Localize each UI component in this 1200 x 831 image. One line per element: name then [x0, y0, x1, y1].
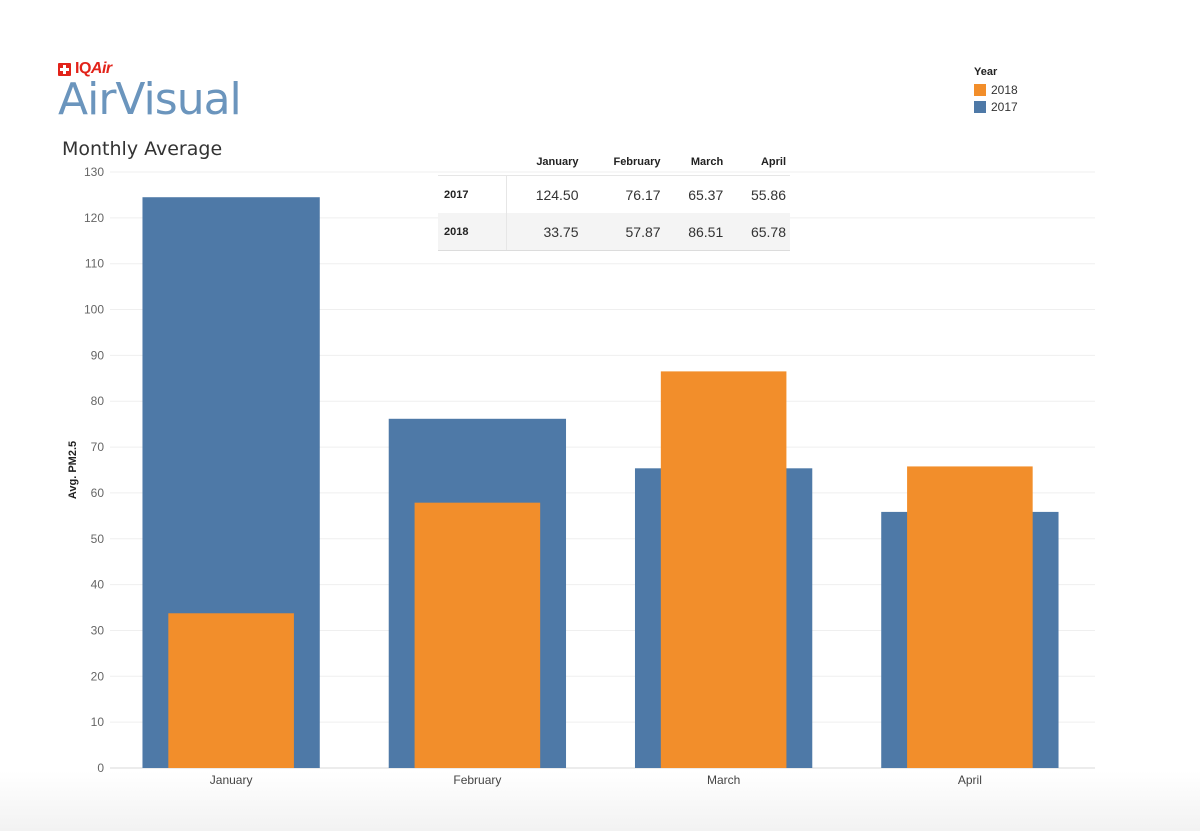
x-tick-label: February — [453, 773, 501, 787]
x-tick-label: January — [210, 773, 253, 787]
bar-2018-march — [660, 371, 787, 768]
table-cell: 65.78 — [727, 213, 790, 251]
table-row: 2018 33.75 57.87 86.51 65.78 — [438, 213, 790, 251]
legend[interactable]: Year 2018 2017 — [974, 66, 1018, 115]
iqair-brand: IQAir — [58, 60, 241, 78]
y-axis-label: Avg. PM2.5 — [67, 441, 79, 499]
airvisual-logo: IQAir AirVisual — [58, 60, 242, 125]
y-tick-label: 10 — [91, 715, 105, 729]
y-tick-label: 120 — [84, 211, 104, 225]
y-tick-label: 30 — [91, 623, 105, 637]
table-cell: 57.87 — [582, 213, 665, 251]
table-cell: 86.51 — [664, 213, 728, 251]
legend-swatch-2017 — [974, 100, 986, 113]
x-tick-label: March — [707, 773, 740, 787]
legend-title: Year — [974, 66, 998, 78]
bar-2018-january — [168, 613, 294, 768]
axes: 0 10 20 30 40 50 60 70 80 90 100 110 120 130 Avg. PM2.… — [67, 165, 982, 787]
y-tick-label: 20 — [91, 669, 105, 683]
table-row: 2017 124.50 76.17 65.37 55.86 — [438, 175, 790, 213]
x-tick-label: April — [958, 773, 982, 787]
y-tick-label: 80 — [91, 394, 105, 408]
page-footer-shade — [0, 771, 1200, 831]
table-header-row: January February March April — [438, 155, 790, 176]
y-tick-label: 40 — [91, 578, 105, 592]
table-cell: 76.17 — [582, 175, 665, 213]
company-name: IQAir — [75, 60, 112, 77]
table-header-cell: March — [690, 156, 724, 168]
table-corner — [438, 155, 507, 176]
y-tick-label: 70 — [91, 440, 105, 454]
table-cell: 124.50 — [506, 175, 583, 213]
y-tick-label: 130 — [84, 165, 104, 179]
table-cell: 33.75 — [506, 213, 583, 251]
y-tick-label: 60 — [91, 486, 105, 500]
y-tick-label: 110 — [85, 257, 104, 271]
bar-2018-february — [414, 502, 541, 768]
legend-label-2018: 2018 — [991, 82, 1018, 97]
legend-item-2018[interactable]: 2018 — [974, 81, 1018, 98]
table-cell: 55.86 — [727, 175, 790, 213]
bars — [142, 197, 1059, 768]
y-tick-label: 90 — [91, 348, 105, 362]
table-row-label: 2018 — [438, 213, 507, 251]
table-cell: 65.37 — [664, 175, 728, 213]
chart-title: Monthly Average — [62, 138, 223, 160]
summary-table: January February March April 2017 124.50… — [438, 155, 790, 251]
y-tick-label: 50 — [91, 532, 105, 546]
legend-swatch-2018 — [974, 83, 986, 96]
table-row-label: 2017 — [438, 175, 507, 213]
bar-2018-april — [907, 466, 1033, 768]
y-tick-label: 100 — [84, 303, 104, 317]
legend-label-2017: 2017 — [991, 99, 1018, 114]
y-tick-label: 0 — [97, 761, 104, 775]
product-name: AirVisual — [58, 74, 242, 125]
table-header-cell: April — [760, 156, 786, 168]
legend-item-2017[interactable]: 2017 — [974, 98, 1018, 115]
table-header-cell: February — [613, 156, 661, 168]
swiss-flag-icon — [58, 62, 71, 76]
table-header-cell: January — [536, 156, 579, 168]
